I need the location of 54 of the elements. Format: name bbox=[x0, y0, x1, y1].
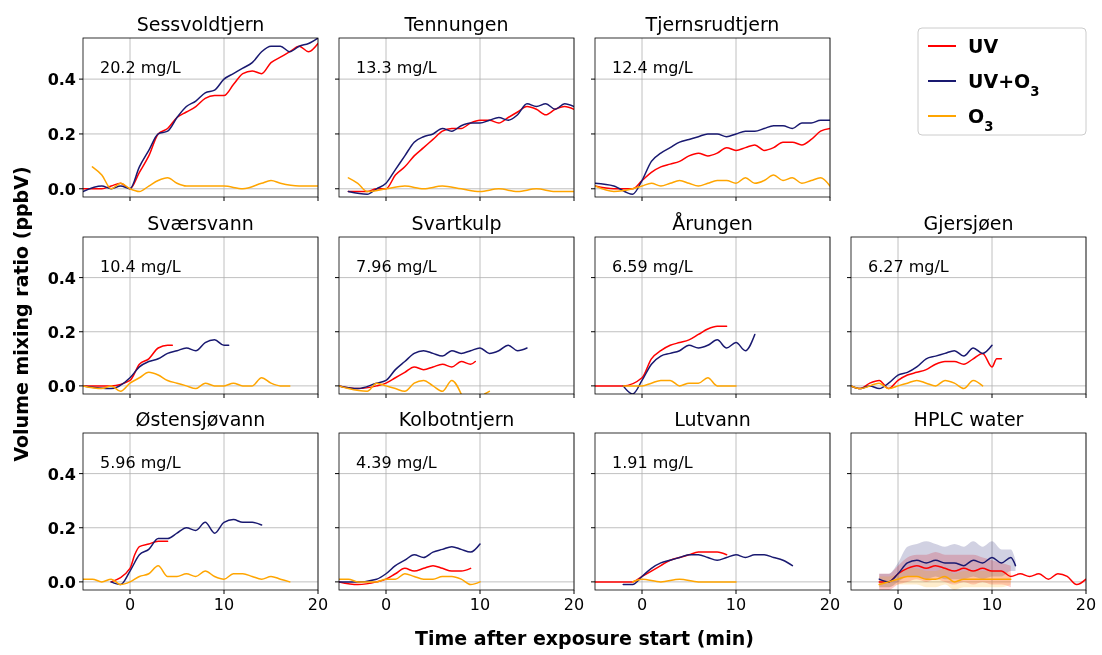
x-tick-label: 20 bbox=[563, 595, 585, 614]
annotation: 7.96 mg/L bbox=[356, 257, 437, 276]
y-tick-label: 0.2 bbox=[47, 322, 76, 342]
chart-title: Gjersjøen bbox=[923, 212, 1014, 234]
chart-title: Østensjøvann bbox=[135, 408, 266, 430]
y-tick-label: 0.0 bbox=[47, 376, 76, 396]
y-tick-label: 0.0 bbox=[47, 179, 76, 199]
y-tick-label: 0.4 bbox=[47, 464, 76, 484]
annotation: 1.91 mg/L bbox=[612, 453, 693, 472]
x-tick-label: 10 bbox=[469, 595, 491, 614]
annotation: 20.2 mg/L bbox=[100, 58, 181, 77]
annotation: 10.4 mg/L bbox=[100, 257, 181, 276]
x-tick-label: 10 bbox=[213, 595, 235, 614]
x-tick-label: 0 bbox=[124, 595, 136, 614]
chart-title: Årungen bbox=[672, 212, 753, 234]
x-tick-label: 0 bbox=[380, 595, 392, 614]
chart-title: Sværsvann bbox=[147, 212, 254, 234]
y-axis-title: Volume mixing ratio (ppbV) bbox=[10, 166, 32, 462]
chart-title: HPLC water bbox=[913, 408, 1024, 430]
legend-label: O$_{3}$ bbox=[968, 105, 994, 134]
annotation: 5.96 mg/L bbox=[100, 453, 181, 472]
x-tick-label: 10 bbox=[725, 595, 747, 614]
x-tick-label: 20 bbox=[307, 595, 329, 614]
x-tick-label: 20 bbox=[1075, 595, 1097, 614]
line-series bbox=[110, 540, 169, 583]
y-tick-label: 0.4 bbox=[47, 70, 76, 90]
chart-title: Kolbotntjern bbox=[398, 408, 515, 430]
line-series bbox=[83, 371, 291, 393]
y-tick-label: 0.2 bbox=[47, 518, 76, 538]
chart-title: Lutvann bbox=[674, 408, 751, 430]
chart-title: Tennungen bbox=[403, 13, 509, 35]
line-series bbox=[83, 339, 230, 390]
annotation: 6.27 mg/L bbox=[868, 257, 949, 276]
annotation: 13.3 mg/L bbox=[356, 58, 437, 77]
legend-label: UV bbox=[968, 35, 999, 57]
x-axis-title: Time after exposure start (min) bbox=[415, 627, 754, 649]
legend-label: UV+O$_{3}$ bbox=[968, 70, 1040, 99]
chart-title: Svartkulp bbox=[411, 212, 502, 234]
annotation: 6.59 mg/L bbox=[612, 257, 693, 276]
annotation: 12.4 mg/L bbox=[612, 58, 693, 77]
line-series bbox=[91, 166, 318, 193]
line-series bbox=[110, 518, 263, 586]
x-tick-label: 0 bbox=[892, 595, 904, 614]
y-tick-label: 0.4 bbox=[47, 268, 76, 288]
chart-title: Tjernsrudtjern bbox=[644, 13, 780, 35]
y-tick-label: 0.2 bbox=[47, 124, 76, 144]
y-tick-label: 0.0 bbox=[47, 572, 76, 592]
line-series bbox=[83, 344, 174, 387]
line-series bbox=[83, 564, 291, 586]
chart-title: Sessvoldtjern bbox=[136, 13, 265, 35]
x-tick-label: 0 bbox=[636, 595, 648, 614]
x-tick-label: 20 bbox=[819, 595, 841, 614]
annotation: 4.39 mg/L bbox=[356, 453, 437, 472]
x-tick-label: 10 bbox=[981, 595, 1003, 614]
